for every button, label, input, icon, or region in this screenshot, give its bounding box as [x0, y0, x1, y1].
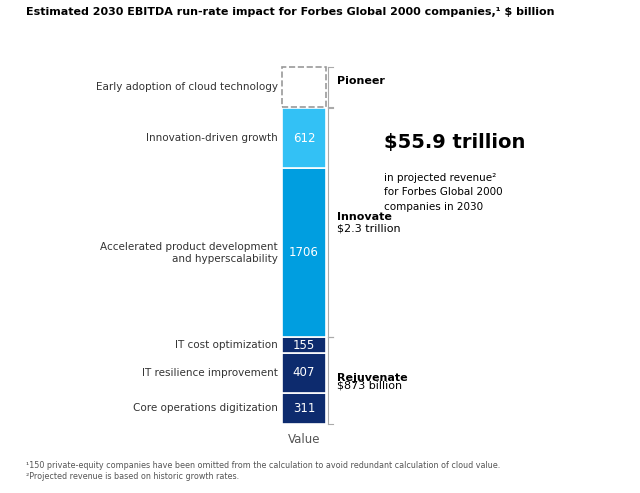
Text: $873 billion: $873 billion — [337, 381, 403, 390]
Text: Innovation-driven growth: Innovation-driven growth — [147, 133, 278, 143]
Text: Core operations digitization: Core operations digitization — [133, 403, 278, 414]
Text: Early adoption of cloud technology: Early adoption of cloud technology — [96, 82, 278, 92]
Text: $55.9 trillion: $55.9 trillion — [384, 133, 525, 152]
Text: IT resilience improvement: IT resilience improvement — [142, 368, 278, 378]
Text: Value: Value — [288, 433, 320, 446]
Text: ¹150 private-equity companies have been omitted from the calculation to avoid re: ¹150 private-equity companies have been … — [26, 461, 500, 481]
Text: $2.3 trillion: $2.3 trillion — [337, 223, 401, 234]
Text: IT cost optimization: IT cost optimization — [175, 340, 278, 350]
Text: Accelerated product development
and hyperscalability: Accelerated product development and hype… — [100, 242, 278, 264]
Text: 1706: 1706 — [289, 246, 319, 259]
Text: 155: 155 — [293, 339, 315, 352]
Text: Estimated 2030 EBITDA run-rate impact for Forbes Global 2000 companies,¹ $ billi: Estimated 2030 EBITDA run-rate impact fo… — [26, 7, 554, 17]
Text: Innovate: Innovate — [337, 211, 392, 221]
Text: 612: 612 — [292, 132, 316, 144]
FancyBboxPatch shape — [282, 107, 326, 168]
Text: Pioneer: Pioneer — [337, 76, 385, 86]
FancyBboxPatch shape — [282, 168, 326, 337]
FancyBboxPatch shape — [282, 353, 326, 393]
FancyBboxPatch shape — [282, 393, 326, 424]
FancyBboxPatch shape — [282, 337, 326, 353]
Text: 407: 407 — [293, 366, 315, 380]
Text: in projected revenue²
for Forbes Global 2000
companies in 2030: in projected revenue² for Forbes Global … — [384, 173, 502, 212]
Text: 311: 311 — [293, 402, 315, 415]
Text: Rejuvenate: Rejuvenate — [337, 373, 408, 383]
